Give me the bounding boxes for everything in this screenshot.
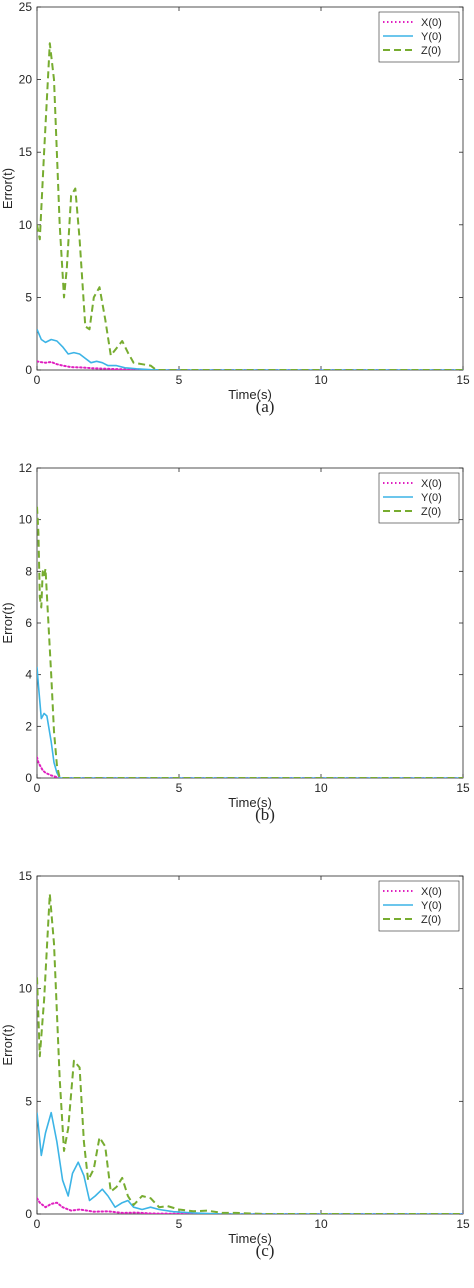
legend: X(0) Y(0) Z(0) [378, 472, 460, 524]
y-tick-label: 4 [25, 668, 32, 682]
legend: X(0) Y(0) Z(0) [378, 11, 460, 63]
x-tick-label: 5 [176, 373, 183, 387]
legend-label: Z(0) [421, 45, 441, 57]
legend-box [378, 11, 460, 63]
y-tick-label: 6 [25, 616, 32, 630]
series-group [37, 506, 463, 778]
x-tick-label: 10 [314, 781, 328, 795]
legend-label: Z(0) [421, 914, 441, 926]
x-tick-label: 0 [34, 373, 41, 387]
legend-box [378, 880, 460, 932]
x-tick-label: 15 [456, 373, 470, 387]
x-tick-label: 15 [456, 781, 470, 795]
y-tick-label: 10 [19, 982, 33, 996]
y-tick-label: 20 [19, 73, 33, 87]
y-tick-label: 10 [19, 513, 33, 527]
y-axis-label: Error(t) [0, 602, 15, 643]
x-axis-label: Time(s) [228, 1231, 272, 1246]
legend-label: Y(0) [421, 900, 442, 912]
y-tick-label: 10 [19, 218, 33, 232]
series-line-z0 [37, 506, 463, 778]
legend-label: X(0) [421, 478, 442, 490]
y-tick-label: 5 [25, 1094, 32, 1108]
x-tick-label: 0 [34, 781, 41, 795]
y-tick-label: 15 [19, 145, 33, 159]
plot-area [36, 6, 464, 371]
x-tick-label: 15 [456, 1217, 470, 1231]
legend-label: Y(0) [421, 492, 442, 504]
x-tick-label: 5 [176, 781, 183, 795]
figure-caption: (a) [256, 397, 275, 416]
series-group [37, 893, 463, 1214]
series-line-y0 [37, 1111, 463, 1214]
x-tick-label: 5 [176, 1217, 183, 1231]
figure-caption: (c) [256, 1241, 275, 1260]
y-axis-label: Error(t) [0, 168, 15, 209]
y-tick-label: 12 [19, 461, 33, 475]
chart-c: 0 5 10 15 0 5 10 15 Time(s) Error(t) X(0) Y(0) Z(0) (… [0, 869, 470, 1260]
x-tick-label: 0 [34, 1217, 41, 1231]
series-line-x0 [37, 1197, 463, 1214]
series-line-z0 [37, 42, 463, 370]
y-tick-label: 0 [25, 1207, 32, 1221]
legend-label: Z(0) [421, 506, 441, 518]
y-tick-label: 5 [25, 290, 32, 304]
x-axis-label: Time(s) [228, 387, 272, 402]
y-tick-label: 0 [25, 363, 32, 377]
figure-caption: (b) [255, 805, 275, 824]
y-tick-label: 15 [19, 869, 33, 883]
legend-label: X(0) [421, 886, 442, 898]
series-line-z0 [37, 893, 463, 1214]
x-tick-label: 10 [314, 373, 328, 387]
series-line-y0 [37, 328, 463, 370]
chart-a: 0 5 10 15 20 25 0 5 10 15 Time(s) Error(t) X(0) Y(0) Z… [0, 0, 470, 416]
legend-label: X(0) [421, 17, 442, 29]
y-tick-label: 2 [25, 719, 32, 733]
y-tick-label: 8 [25, 564, 32, 578]
y-axis-label: Error(t) [0, 1024, 15, 1065]
series-line-x0 [37, 360, 463, 370]
x-tick-label: 10 [314, 1217, 328, 1231]
legend: X(0) Y(0) Z(0) [378, 880, 460, 932]
series-group [37, 42, 463, 370]
y-tick-label: 0 [25, 771, 32, 785]
chart-b: 0 2 4 6 8 10 12 0 5 10 15 Time(s) Error(t) X(0) Y(0) Z(… [0, 461, 470, 824]
plot-area [36, 875, 464, 1215]
y-tick-label: 25 [19, 0, 33, 14]
legend-label: Y(0) [421, 31, 442, 43]
x-axis-label: Time(s) [228, 795, 272, 810]
legend-box [378, 472, 460, 524]
